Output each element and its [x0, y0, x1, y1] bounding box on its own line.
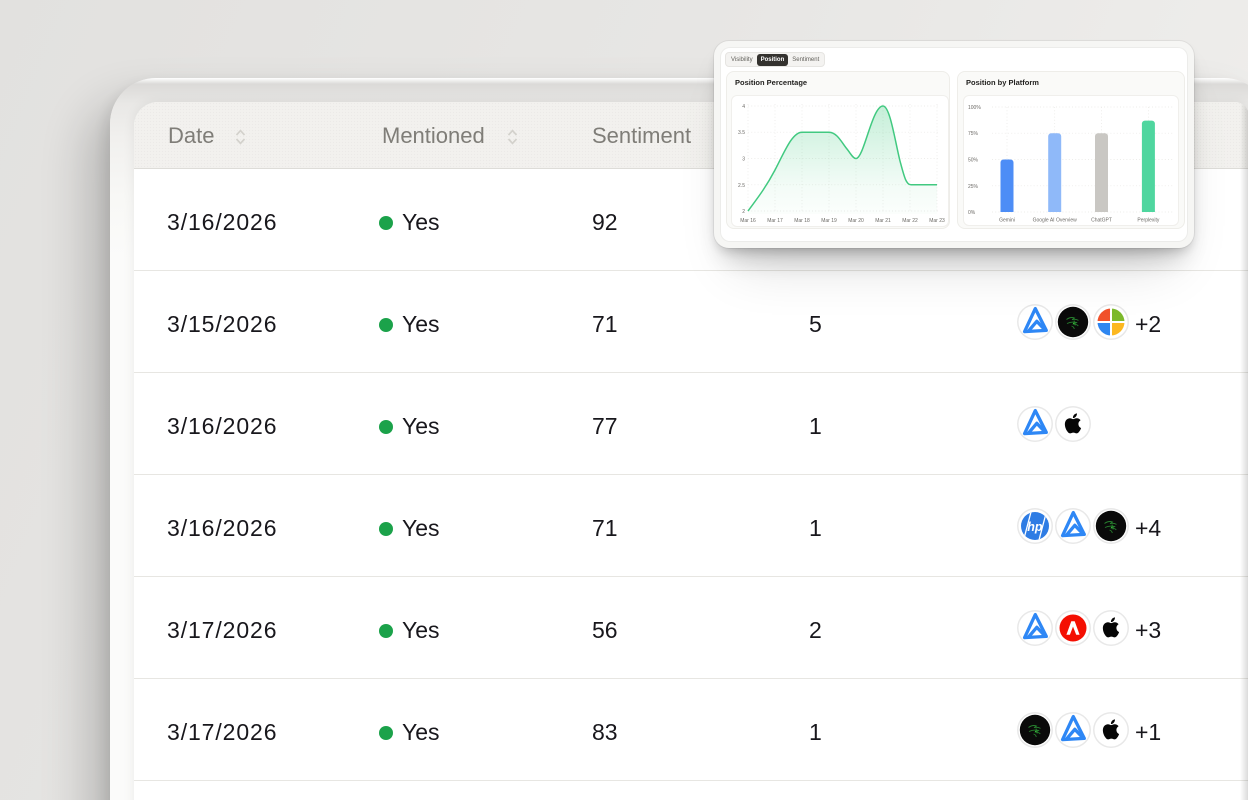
svg-text:Mar 21: Mar 21 — [875, 218, 891, 224]
svg-text:Google AI Overview: Google AI Overview — [1033, 218, 1078, 224]
svg-text:100%: 100% — [968, 105, 981, 111]
svg-text:75%: 75% — [968, 131, 979, 137]
svg-text:3.5: 3.5 — [738, 130, 745, 136]
svg-text:3: 3 — [742, 157, 745, 163]
svg-text:Mar 16: Mar 16 — [740, 218, 756, 224]
svg-text:Mar 18: Mar 18 — [794, 218, 810, 224]
svg-text:4: 4 — [742, 104, 745, 110]
svg-text:2: 2 — [742, 209, 745, 215]
svg-text:Mar 19: Mar 19 — [821, 218, 837, 224]
svg-text:Perplexity: Perplexity — [1137, 218, 1159, 224]
svg-text:ChatGPT: ChatGPT — [1091, 218, 1112, 224]
svg-text:Gemini: Gemini — [999, 218, 1015, 224]
svg-text:0%: 0% — [968, 210, 976, 216]
svg-text:2.5: 2.5 — [738, 183, 745, 189]
svg-text:50%: 50% — [968, 158, 979, 164]
svg-text:Mar 20: Mar 20 — [848, 218, 864, 224]
svg-text:Mar 23: Mar 23 — [929, 218, 945, 224]
svg-text:25%: 25% — [968, 184, 979, 190]
svg-text:Mar 17: Mar 17 — [767, 218, 783, 224]
svg-text:Mar 22: Mar 22 — [902, 218, 918, 224]
